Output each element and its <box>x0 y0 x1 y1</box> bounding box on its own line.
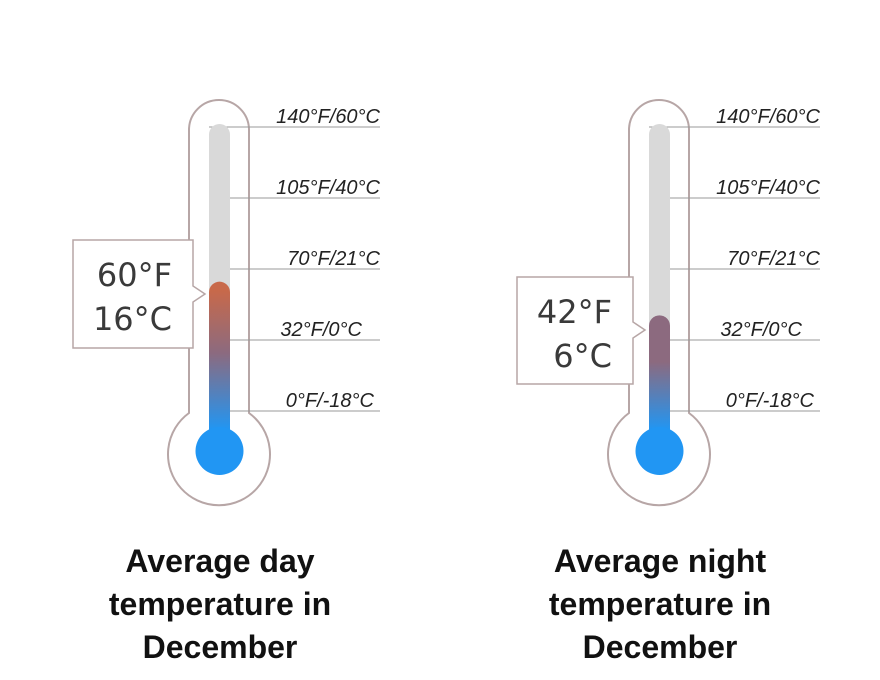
caption-line: Average day <box>125 543 315 579</box>
scale-label: 105°F/40°C <box>276 177 380 199</box>
thermometer-bulb <box>195 427 244 475</box>
thermometer-liquid <box>649 315 670 440</box>
thermometer-outline <box>167 99 271 507</box>
scale-label: 70°F/21°C <box>287 248 380 270</box>
temperature-callout <box>516 276 647 385</box>
thermometer-graphic: 140°F/60°C 105°F/40°C 70°F/21°C 32°F/0°C… <box>72 99 381 507</box>
scale-label: 70°F/21°C <box>727 248 820 270</box>
scale-label: 32°F/0°C <box>280 319 362 341</box>
thermometer-day: 140°F/60°C 105°F/40°C 70°F/21°C 32°F/0°C… <box>70 99 381 669</box>
celsius-reading: 16°C <box>93 300 172 338</box>
thermometer-liquid <box>209 281 230 440</box>
thermometer-outline <box>607 99 711 507</box>
caption-line: Average night <box>553 543 767 579</box>
thermometer-graphic: 140°F/60°C 105°F/40°C 70°F/21°C 32°F/0°C… <box>516 99 821 507</box>
scale-label: 0°F/-18°C <box>726 390 815 412</box>
thermometer-caption: Average night temperature in December <box>510 540 810 669</box>
caption-line: December <box>142 629 298 665</box>
fahrenheit-reading: 42°F <box>537 293 612 331</box>
temperature-callout <box>72 239 207 349</box>
scale-labels: 140°F/60°C 105°F/40°C 70°F/21°C 32°F/0°C… <box>276 106 380 412</box>
scale-label: 32°F/0°C <box>720 319 802 341</box>
scale-label: 105°F/40°C <box>716 177 820 199</box>
thermometer-bulb <box>635 427 684 475</box>
scale-ticks <box>649 126 820 412</box>
scale-label: 0°F/-18°C <box>286 390 375 412</box>
caption-line: temperature in <box>108 586 332 622</box>
fahrenheit-reading: 60°F <box>97 256 172 294</box>
scale-label: 140°F/60°C <box>276 106 380 128</box>
thermometer-night: 140°F/60°C 105°F/40°C 70°F/21°C 32°F/0°C… <box>440 0 880 680</box>
scale-label: 140°F/60°C <box>716 106 820 128</box>
caption-line: temperature in <box>548 586 772 622</box>
thermometer-caption: Average day temperature in December <box>70 540 370 669</box>
caption-line: December <box>582 629 738 665</box>
scale-ticks <box>209 126 380 412</box>
celsius-reading: 6°C <box>553 337 612 375</box>
scale-labels: 140°F/60°C 105°F/40°C 70°F/21°C 32°F/0°C… <box>716 106 820 412</box>
